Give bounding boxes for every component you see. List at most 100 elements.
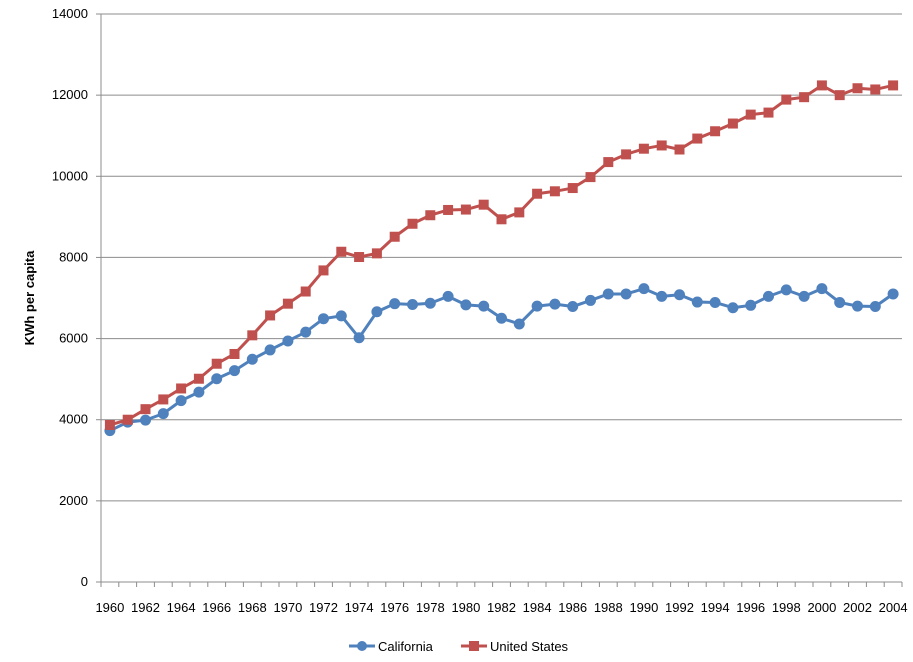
data-point	[870, 84, 881, 95]
data-point	[318, 265, 329, 276]
data-point	[478, 300, 490, 312]
data-point	[656, 290, 668, 302]
data-point	[691, 296, 703, 308]
data-point	[229, 365, 240, 377]
y-tick-label: 4000	[59, 412, 88, 427]
x-tick-label: 1980	[451, 600, 480, 615]
x-tick-label: 1960	[95, 600, 124, 615]
legend-label: United States	[490, 639, 569, 654]
y-tick-label: 8000	[59, 249, 88, 264]
x-tick-label: 1996	[736, 600, 765, 615]
x-tick-label: 1962	[131, 600, 160, 615]
data-point	[567, 301, 579, 313]
data-point	[371, 306, 383, 318]
data-point	[282, 298, 293, 309]
y-tick-label: 6000	[59, 331, 88, 346]
legend-marker	[469, 641, 479, 651]
y-tick-label: 12000	[52, 87, 88, 102]
data-point	[798, 290, 810, 302]
data-point	[335, 310, 347, 322]
x-tick-label: 1978	[416, 600, 445, 615]
data-point	[264, 344, 276, 356]
data-point	[763, 290, 774, 302]
data-point	[887, 288, 899, 300]
data-point	[176, 383, 187, 394]
x-tick-labels: 1960 1962 1964 1966 1968 1970 1972 1974 1976 1978…	[95, 600, 907, 615]
x-tick-label: 2000	[807, 600, 836, 615]
data-point	[318, 313, 329, 325]
data-point	[371, 248, 382, 259]
axes	[96, 13, 903, 587]
data-point	[389, 298, 401, 310]
data-point	[407, 218, 418, 229]
x-tick-label: 1972	[309, 600, 338, 615]
data-point	[300, 286, 311, 297]
data-point	[460, 204, 471, 215]
data-point	[763, 107, 774, 118]
y-tick-label: 10000	[52, 168, 88, 183]
data-point	[353, 332, 365, 344]
y-tick-labels: 0 2000 4000 6000 8000 10000 12000 14000	[52, 6, 88, 589]
x-tick-label: 1994	[701, 600, 730, 615]
data-point	[193, 386, 205, 398]
x-tick-label: 1976	[380, 600, 409, 615]
data-point	[425, 210, 436, 221]
data-point	[104, 419, 115, 430]
y-tick-label: 0	[81, 574, 88, 589]
x-tick-label: 1990	[629, 600, 658, 615]
data-point	[443, 204, 454, 215]
data-point	[567, 183, 578, 194]
data-point	[799, 92, 810, 103]
data-point	[852, 300, 863, 312]
x-tick-label: 1984	[523, 600, 552, 615]
data-point	[585, 172, 596, 183]
x-tick-label: 1968	[238, 600, 267, 615]
data-point	[834, 90, 845, 101]
data-point	[621, 149, 632, 160]
data-point	[780, 284, 792, 296]
legend-item-california: California	[349, 639, 434, 654]
data-point	[513, 318, 525, 330]
series-california	[104, 283, 899, 437]
data-point	[354, 252, 365, 263]
data-point	[140, 404, 151, 415]
x-tick-label: 1974	[345, 600, 374, 615]
data-point	[247, 330, 258, 341]
data-point	[852, 83, 863, 94]
data-point	[603, 157, 614, 168]
data-point	[442, 290, 454, 302]
data-point	[122, 414, 133, 425]
data-point	[869, 301, 881, 313]
data-point	[478, 199, 489, 210]
x-tick-label: 1998	[772, 600, 801, 615]
data-point	[424, 297, 436, 309]
series-line	[109, 287, 894, 433]
data-point	[638, 283, 650, 295]
data-point	[549, 186, 560, 197]
x-tick-label: 1966	[202, 600, 231, 615]
series-united-states	[104, 80, 899, 430]
legend: California United States	[349, 639, 569, 654]
data-point	[834, 296, 846, 308]
data-point	[674, 289, 685, 301]
data-point	[211, 373, 223, 385]
series	[104, 80, 899, 437]
data-point	[514, 207, 525, 218]
legend-label: California	[378, 639, 434, 654]
y-axis-title: KWh per capita	[22, 250, 37, 345]
data-point	[745, 299, 757, 311]
data-point	[816, 283, 828, 295]
data-point	[656, 140, 667, 151]
data-point	[229, 348, 240, 359]
y-tick-label: 14000	[52, 6, 88, 21]
x-tick-label: 2002	[843, 600, 872, 615]
data-point	[265, 310, 276, 321]
data-point	[549, 298, 561, 310]
data-point	[336, 246, 347, 257]
data-point	[407, 298, 418, 310]
data-point	[140, 414, 151, 426]
data-point	[602, 288, 614, 300]
x-tick-label: 1964	[167, 600, 196, 615]
data-point	[157, 408, 169, 420]
